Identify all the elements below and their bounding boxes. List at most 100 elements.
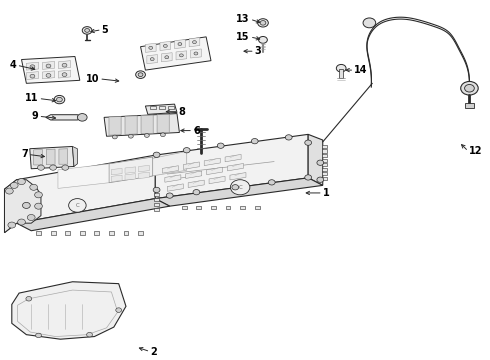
Text: 14: 14: [354, 65, 368, 75]
Text: 15: 15: [236, 32, 250, 42]
Text: 8: 8: [178, 107, 185, 117]
Bar: [322, 158, 327, 162]
Bar: [65, 231, 70, 234]
Polygon shape: [139, 165, 149, 172]
Bar: [154, 208, 159, 211]
Circle shape: [8, 222, 16, 228]
Circle shape: [62, 63, 67, 67]
Polygon shape: [17, 199, 170, 231]
Circle shape: [194, 52, 198, 55]
Bar: [196, 206, 201, 209]
Polygon shape: [139, 172, 149, 179]
Circle shape: [18, 219, 25, 225]
Polygon shape: [43, 71, 54, 79]
Polygon shape: [46, 115, 82, 120]
Circle shape: [363, 18, 376, 28]
Circle shape: [54, 95, 65, 104]
Circle shape: [230, 180, 250, 195]
Bar: [109, 231, 114, 234]
Polygon shape: [162, 166, 178, 173]
Bar: [95, 231, 99, 234]
Polygon shape: [141, 37, 211, 70]
Circle shape: [160, 133, 165, 137]
Polygon shape: [308, 134, 323, 185]
Bar: [138, 231, 143, 234]
Circle shape: [183, 148, 190, 153]
Bar: [211, 206, 216, 209]
Circle shape: [62, 73, 67, 77]
Bar: [36, 231, 41, 234]
Bar: [322, 172, 327, 175]
Polygon shape: [174, 40, 185, 49]
Circle shape: [178, 42, 182, 46]
Text: C: C: [75, 203, 79, 208]
Circle shape: [269, 180, 275, 185]
Circle shape: [87, 332, 93, 337]
Circle shape: [128, 134, 133, 138]
Polygon shape: [125, 174, 136, 180]
Polygon shape: [26, 72, 39, 80]
Bar: [339, 69, 343, 78]
Polygon shape: [227, 163, 244, 171]
Bar: [154, 203, 159, 206]
Circle shape: [305, 175, 312, 180]
Polygon shape: [161, 53, 172, 62]
Polygon shape: [22, 57, 80, 83]
Circle shape: [82, 27, 92, 34]
Bar: [322, 177, 327, 180]
Text: 2: 2: [150, 347, 157, 357]
Polygon shape: [109, 117, 121, 135]
Circle shape: [305, 140, 312, 145]
Circle shape: [149, 46, 153, 49]
Circle shape: [465, 85, 474, 92]
Bar: [123, 231, 128, 234]
Circle shape: [36, 333, 42, 338]
Bar: [240, 206, 245, 209]
Polygon shape: [230, 172, 246, 180]
Circle shape: [27, 215, 35, 221]
Circle shape: [259, 36, 268, 43]
Bar: [159, 105, 165, 109]
Circle shape: [56, 97, 62, 102]
Polygon shape: [225, 154, 241, 162]
Bar: [322, 145, 327, 148]
Polygon shape: [109, 157, 153, 183]
Circle shape: [150, 58, 154, 61]
Text: 1: 1: [323, 188, 329, 198]
Bar: [465, 103, 474, 108]
Circle shape: [165, 56, 169, 59]
Circle shape: [153, 187, 160, 193]
Bar: [322, 149, 327, 153]
Bar: [322, 168, 327, 171]
Text: 4: 4: [10, 60, 17, 70]
Polygon shape: [167, 184, 183, 191]
Bar: [322, 163, 327, 166]
Text: 7: 7: [21, 149, 28, 159]
Polygon shape: [155, 178, 323, 206]
Circle shape: [217, 143, 224, 148]
Polygon shape: [12, 282, 126, 339]
Polygon shape: [141, 151, 187, 178]
Text: 3: 3: [255, 46, 262, 56]
Circle shape: [62, 165, 69, 170]
Polygon shape: [146, 104, 177, 114]
Bar: [80, 231, 85, 234]
Polygon shape: [176, 51, 187, 60]
Circle shape: [18, 179, 25, 185]
Polygon shape: [147, 55, 158, 64]
Circle shape: [116, 308, 122, 312]
Polygon shape: [183, 162, 199, 169]
Circle shape: [193, 41, 196, 44]
Circle shape: [85, 28, 90, 32]
Polygon shape: [207, 167, 222, 175]
Circle shape: [461, 81, 478, 95]
Polygon shape: [125, 116, 137, 134]
Polygon shape: [46, 149, 55, 165]
Circle shape: [35, 203, 43, 209]
Circle shape: [193, 189, 200, 195]
Polygon shape: [209, 176, 225, 184]
Text: C: C: [238, 185, 242, 190]
Polygon shape: [4, 180, 41, 233]
Circle shape: [138, 73, 143, 77]
Polygon shape: [125, 167, 136, 173]
